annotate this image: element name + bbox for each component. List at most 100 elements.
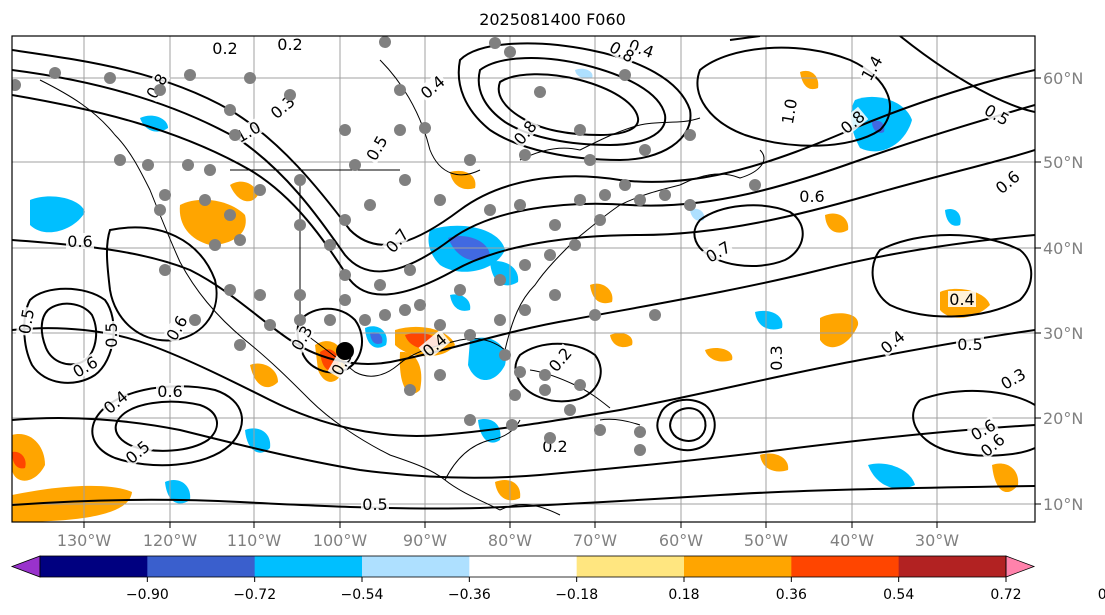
contour-label-bg xyxy=(15,306,37,337)
station-marker xyxy=(184,69,196,81)
station-marker xyxy=(464,154,476,166)
contour-label-bg xyxy=(68,352,102,381)
latitude-axis: 60°N 50°N 40°N 30°N 20°N 10°N xyxy=(1035,69,1083,514)
shade-positive xyxy=(590,283,613,304)
station-marker xyxy=(619,69,631,81)
contour-label-bg xyxy=(156,383,184,399)
station-marker xyxy=(574,379,586,391)
station-marker xyxy=(244,72,256,84)
contour-label-bg xyxy=(778,96,800,127)
contour-label: 0.5 xyxy=(15,307,38,335)
contour-label-bg xyxy=(162,311,191,345)
station-marker xyxy=(224,104,236,116)
station-marker xyxy=(599,189,611,201)
station-marker xyxy=(659,189,671,201)
contour-line xyxy=(477,57,667,147)
lon-tick-label: 30°W xyxy=(915,531,959,550)
contour-label-bg xyxy=(231,117,265,146)
station-marker xyxy=(619,179,631,191)
station-marker xyxy=(339,294,351,306)
station-marker xyxy=(504,46,516,58)
station-marker xyxy=(12,79,21,91)
contour-label: 0.2 xyxy=(277,35,302,54)
colorbar-tick-label: −0.36 xyxy=(448,587,491,603)
shade-positive xyxy=(705,348,733,362)
contour-line xyxy=(12,485,1035,510)
station-marker xyxy=(684,199,696,211)
shade-positive xyxy=(399,351,422,394)
station-marker xyxy=(564,404,576,416)
contour-label-bg xyxy=(948,291,976,307)
station-marker xyxy=(224,284,236,296)
contour-label-bg xyxy=(287,321,316,355)
station-marker xyxy=(294,174,306,186)
contour-label-bg xyxy=(701,237,735,266)
contour-line xyxy=(912,389,1035,457)
contour-label: 0.6 xyxy=(157,382,182,401)
station-marker xyxy=(574,124,586,136)
station-marker xyxy=(294,314,306,326)
shade-strong-positive xyxy=(12,451,26,469)
contour-line xyxy=(457,42,692,162)
contour-label: 0.5 xyxy=(957,335,982,354)
station-marker xyxy=(339,214,351,226)
contour-label-bg xyxy=(418,329,451,361)
contour-label-bg xyxy=(876,326,909,358)
colorbar-tick-label: 0.54 xyxy=(883,587,914,603)
colorbar-segment xyxy=(40,556,148,577)
colorbar-tick-label: −0.72 xyxy=(233,587,276,603)
shade-positive xyxy=(610,333,633,348)
station-marker xyxy=(594,214,606,226)
station-marker xyxy=(339,124,351,136)
contour-label-bg xyxy=(211,40,239,56)
station-marker xyxy=(534,86,546,98)
contour-label-bg xyxy=(416,71,449,103)
colorbar-segment xyxy=(791,556,900,577)
colorbar-extend-min xyxy=(10,555,41,578)
station-marker xyxy=(649,309,661,321)
station-marker xyxy=(114,154,126,166)
colorbar-tick-label: 0.18 xyxy=(668,587,699,603)
contour-label: 0.5 xyxy=(102,322,121,347)
station-marker xyxy=(159,189,171,201)
contour-line xyxy=(114,400,218,452)
contour-line xyxy=(12,417,1035,479)
lat-tick-label: 50°N xyxy=(1043,153,1083,172)
station-marker xyxy=(519,259,531,271)
station-marker xyxy=(324,239,336,251)
station-marker xyxy=(584,154,596,166)
shade-negative xyxy=(450,294,471,311)
station-marker xyxy=(154,84,166,96)
contour-line xyxy=(23,287,115,384)
contour-label-bg xyxy=(121,436,154,468)
shade-negative xyxy=(868,463,915,489)
station-marker xyxy=(569,239,581,251)
station-marker xyxy=(379,36,391,48)
shade-negative xyxy=(945,208,961,226)
contour-label-bg xyxy=(99,386,132,418)
shade-negative xyxy=(468,337,506,380)
colorbar-tick-label: 0.72 xyxy=(990,587,1021,603)
colorbar-segment xyxy=(576,556,685,577)
station-marker xyxy=(484,204,496,216)
station-marker xyxy=(234,339,246,351)
lat-tick-label: 10°N xyxy=(1043,495,1083,514)
colorbar-tick-label: −0.18 xyxy=(555,587,598,603)
shade-positive xyxy=(800,70,819,90)
station-marker xyxy=(544,432,556,444)
station-marker xyxy=(359,314,371,326)
station-marker xyxy=(154,204,166,216)
colorbar-segment xyxy=(147,556,256,577)
station-marker xyxy=(454,284,466,296)
shade-positive xyxy=(825,213,849,233)
shade-positive xyxy=(450,170,476,190)
contour-line xyxy=(871,234,1033,318)
station-marker xyxy=(634,426,646,438)
colorbar-tick-label: −0.54 xyxy=(341,587,384,603)
storm-center-marker xyxy=(336,342,354,360)
lon-tick-label: 110°W xyxy=(227,531,282,550)
station-marker xyxy=(539,384,551,396)
colorbar-tick-label: 0.90 xyxy=(1098,587,1105,603)
station-marker xyxy=(464,329,476,341)
